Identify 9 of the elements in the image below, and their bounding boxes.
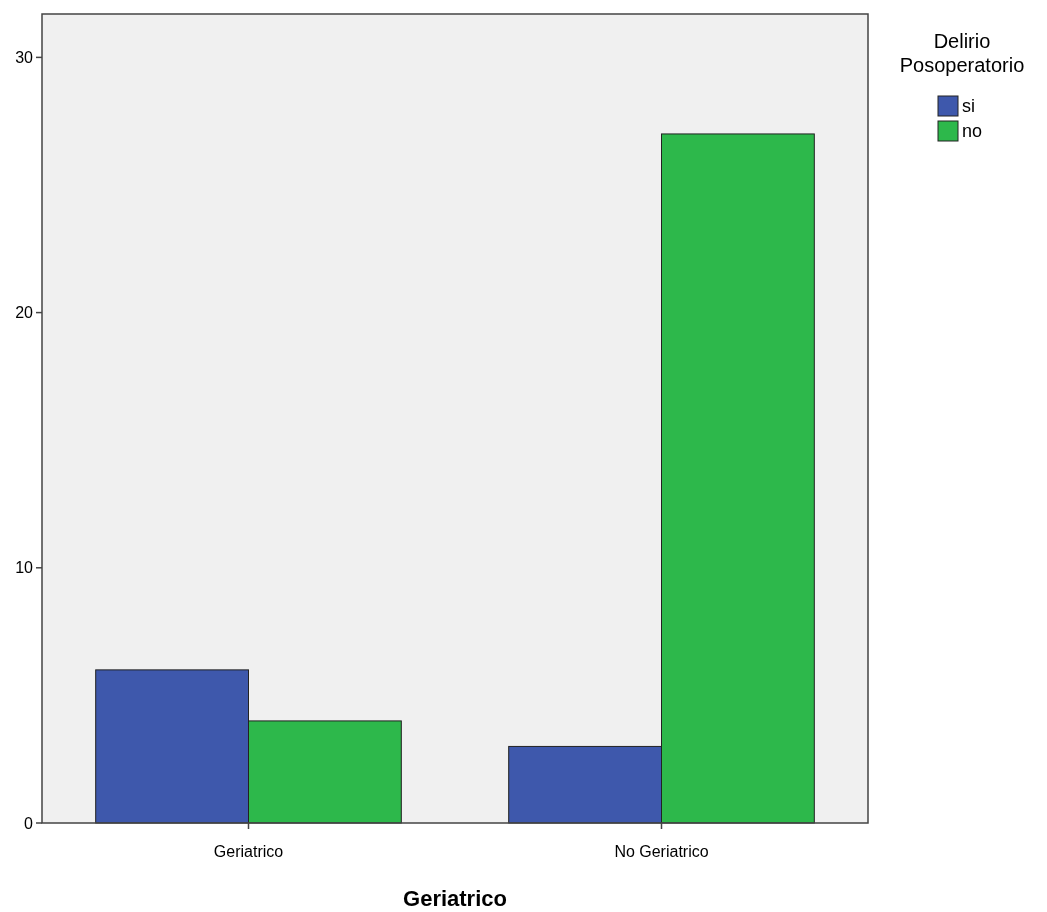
- y-tick-label: 0: [24, 814, 34, 832]
- legend-label: no: [962, 121, 983, 142]
- x-tick-label: No Geriatrico: [614, 843, 709, 860]
- y-tick-label: 20: [15, 304, 34, 322]
- legend-title: Delirio Posoperatorio: [899, 30, 1025, 76]
- legend-label: si: [962, 96, 975, 117]
- y-tick-label: 10: [15, 559, 34, 577]
- y-tick-label: 30: [15, 48, 34, 66]
- x-axis-title: Geriatrico: [403, 886, 507, 911]
